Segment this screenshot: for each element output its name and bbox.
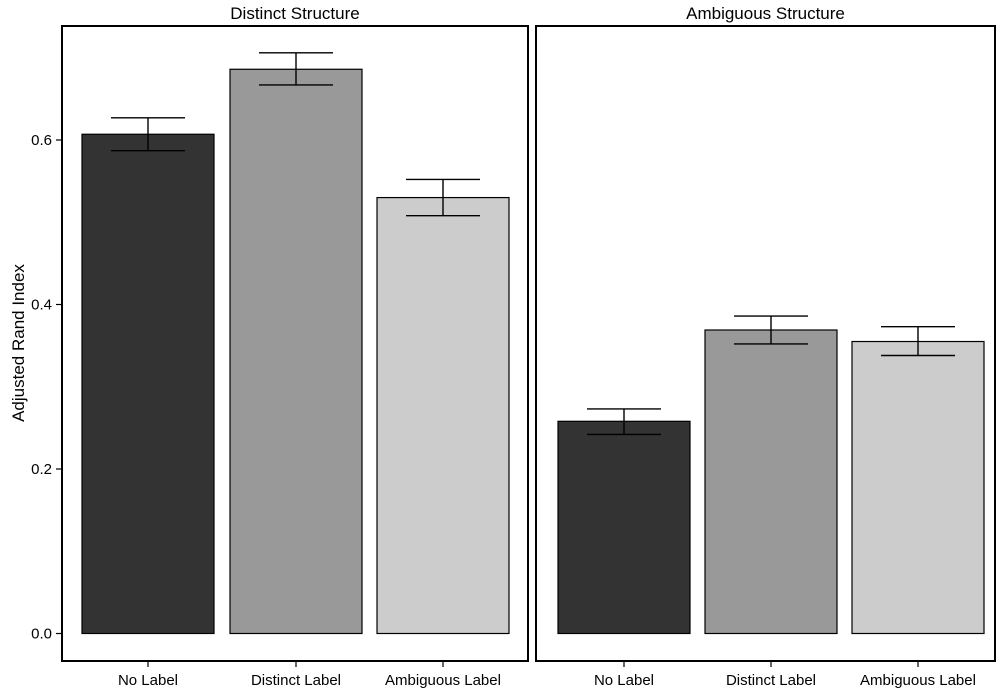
y-axis-title: Adjusted Rand Index <box>9 264 28 422</box>
bar <box>229 68 363 635</box>
panel-frame <box>535 25 996 662</box>
y-tick-label: 0.4 <box>31 297 52 314</box>
y-tick-label: 0.0 <box>31 626 52 643</box>
bar <box>376 196 510 635</box>
bar <box>81 133 215 635</box>
x-tick-label: Distinct Label <box>726 672 816 689</box>
bar <box>557 420 691 635</box>
x-tick-label: No Label <box>594 672 654 689</box>
panel-2: Ambiguous Structure No Label Distinct Labe… <box>535 4 996 689</box>
x-tick-label: No Label <box>118 672 178 689</box>
panel-title: Ambiguous Structure <box>686 4 845 23</box>
y-axis: 0.0 0.2 0.4 0.6 <box>31 132 62 643</box>
panel-title: Distinct Structure <box>230 4 359 23</box>
bar <box>704 329 838 635</box>
y-tick-label: 0.2 <box>31 461 52 478</box>
panel-1: Distinct Structure No Label Distinct Label… <box>61 4 529 689</box>
panel-frame <box>61 25 529 662</box>
x-tick-label: Ambiguous Label <box>860 672 976 689</box>
x-tick-label: Distinct Label <box>251 672 341 689</box>
bar <box>851 340 985 635</box>
panels: Distinct Structure No Label Distinct Label… <box>61 4 996 689</box>
y-tick-label: 0.6 <box>31 132 52 149</box>
x-tick-label: Ambiguous Label <box>385 672 501 689</box>
